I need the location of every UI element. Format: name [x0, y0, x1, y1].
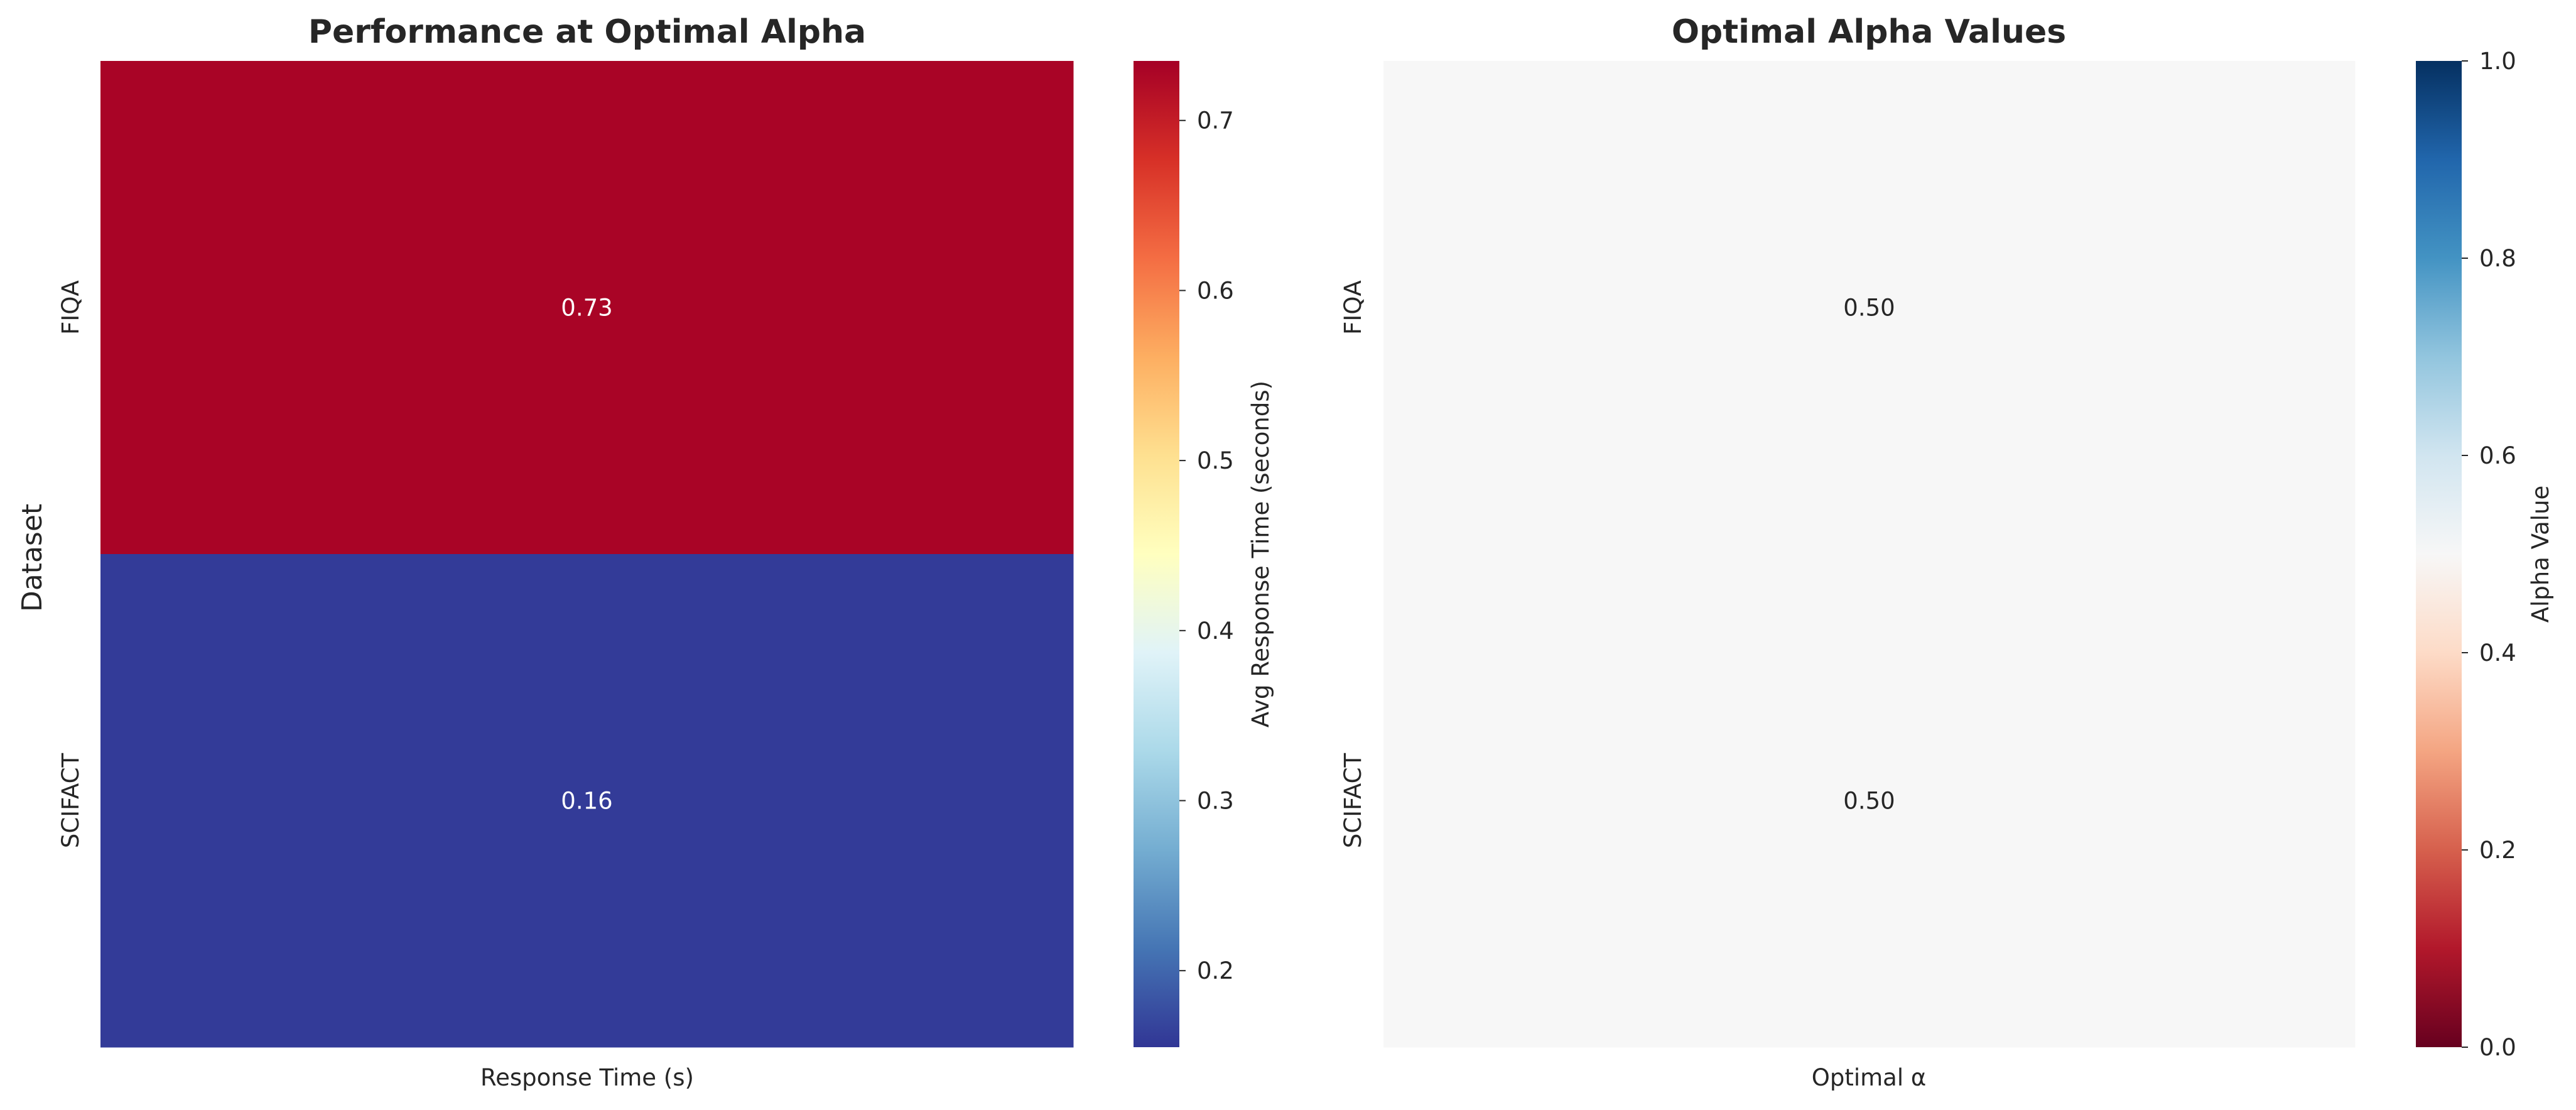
right-cell-annotation: 0.50: [1843, 788, 1895, 815]
right-colorbar-tick-label: 0.2: [2479, 837, 2516, 864]
right-colorbar-tick-label: 1.0: [2479, 48, 2516, 75]
right-colorbar-tick-label: 0.4: [2479, 639, 2516, 667]
left-colorbar-tick-label: 0.6: [1197, 277, 1234, 304]
left-colorbar-tick-label: 0.4: [1197, 618, 1234, 645]
right-column-label: Optimal α: [1812, 1064, 1927, 1091]
right-colorbar-tick-label: 0.6: [2479, 442, 2516, 469]
left-heatmap-panel: Performance at Optimal Alpha 0.73 0.16 FI…: [16, 13, 1274, 1091]
left-row-labels: FIQA SCIFACT: [57, 280, 84, 848]
left-colorbar-tick-label: 0.2: [1197, 957, 1234, 984]
left-chart-title: Performance at Optimal Alpha: [308, 13, 866, 51]
right-row-labels: FIQA SCIFACT: [1339, 280, 1366, 848]
right-colorbar-tick-label: 0.0: [2479, 1034, 2516, 1061]
right-heatmap-cell: [1383, 61, 2356, 555]
right-colorbar-ticks: 0.0 0.2 0.4 0.6 0.8 1.0: [2462, 48, 2516, 1061]
left-colorbar-tick-label: 0.3: [1197, 788, 1234, 815]
left-cell-annotation: 0.16: [561, 788, 612, 815]
right-colorbar-label: Alpha Value: [2527, 486, 2554, 623]
left-colorbar: 0.2 0.3 0.4 0.5 0.6 0.7 Avg Response Time (se…: [1134, 61, 1274, 1047]
left-colorbar-tick-label: 0.5: [1197, 447, 1234, 474]
right-row-label: SCIFACT: [1339, 753, 1366, 848]
left-cell-annotation: 0.73: [561, 295, 612, 322]
left-heatmap-cells: 0.73 0.16: [100, 61, 1074, 1048]
right-heatmap-cell: [1383, 554, 2356, 1048]
right-cell-annotation: 0.50: [1843, 295, 1895, 322]
left-row-label: FIQA: [57, 280, 84, 335]
left-colorbar-label: Avg Response Time (seconds): [1247, 381, 1274, 727]
left-colorbar-ticks: 0.2 0.3 0.4 0.5 0.6 0.7: [1179, 107, 1234, 984]
right-heatmap-panel: Optimal Alpha Values 0.50 0.50 FIQA SCIFAC…: [1339, 13, 2554, 1091]
right-colorbar-tick-label: 0.8: [2479, 245, 2516, 272]
left-colorbar-tick-label: 0.7: [1197, 107, 1234, 134]
right-heatmap-cells: 0.50 0.50: [1383, 61, 2356, 1048]
right-colorbar: 0.0 0.2 0.4 0.6 0.8 1.0 Alpha Value: [2416, 48, 2554, 1061]
right-row-label: FIQA: [1339, 280, 1366, 335]
left-heatmap-cell: [100, 554, 1074, 1048]
left-y-axis-label: Dataset: [16, 504, 48, 612]
left-heatmap-cell: [100, 61, 1074, 555]
left-column-label: Response Time (s): [480, 1064, 694, 1091]
right-colorbar-gradient: [2416, 61, 2462, 1047]
left-colorbar-gradient: [1134, 61, 1179, 1047]
left-row-label: SCIFACT: [57, 753, 84, 848]
right-chart-title: Optimal Alpha Values: [1672, 13, 2066, 51]
